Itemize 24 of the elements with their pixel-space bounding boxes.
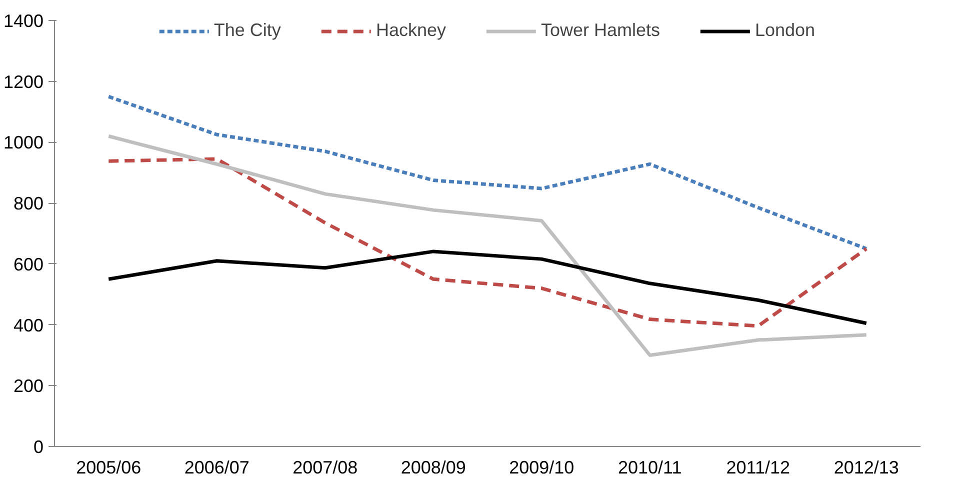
y-tick-label: 0 [33,437,44,457]
y-tick-label: 1000 [3,132,44,153]
y-tick-label: 200 [13,376,44,396]
x-tick-label: 2011/12 [726,458,790,478]
x-tick-label: 2008/09 [400,458,466,478]
x-tick-label: 2005/06 [76,458,142,478]
y-tick-label: 800 [13,194,44,214]
legend-label: Hackney [376,20,446,41]
y-tick-label: 400 [13,315,44,336]
x-tick-label: 2010/11 [618,458,682,478]
y-tick-label: 1200 [3,72,44,92]
x-tick-label: 2006/07 [184,458,250,478]
line-series [106,94,868,250]
x-tick-label: 2007/08 [292,458,358,478]
legend-label: Tower Hamlets [540,20,660,41]
x-tick-label: 2009/10 [509,458,574,478]
legend-label: The City [214,20,281,41]
line-series [106,157,868,328]
legend-label: London [755,20,816,41]
y-tick-label: 600 [13,254,44,274]
line-series [106,250,868,326]
line-series [106,134,868,357]
y-tick-label: 1400 [3,11,44,31]
x-tick-label: 2012/13 [834,458,899,478]
